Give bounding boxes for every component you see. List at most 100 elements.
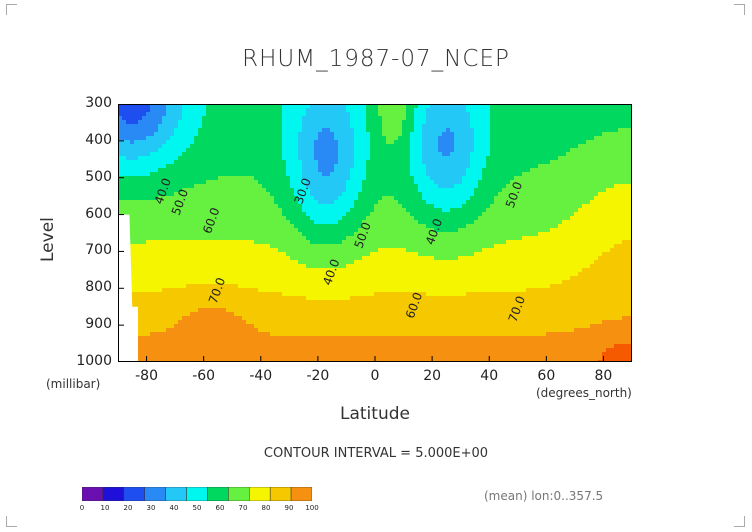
- contour-cell: [214, 148, 219, 153]
- contour-cell: [262, 244, 267, 249]
- contour-cell: [462, 232, 467, 237]
- contour-cell: [350, 124, 355, 129]
- contour-cell: [466, 244, 471, 249]
- contour-cell: [446, 152, 451, 157]
- contour-cell: [194, 256, 199, 261]
- contour-cell: [294, 228, 299, 233]
- contour-cell: [166, 232, 171, 237]
- contour-cell: [402, 228, 407, 233]
- contour-cell: [382, 180, 387, 185]
- contour-cell: [214, 164, 219, 169]
- contour-cell: [574, 172, 579, 177]
- contour-cell: [586, 172, 591, 177]
- contour-cell: [286, 152, 291, 157]
- contour-cell: [542, 160, 547, 165]
- contour-cell: [234, 164, 239, 169]
- contour-cell: [298, 140, 303, 145]
- contour-cell: [350, 228, 355, 233]
- contour-cell: [414, 164, 419, 169]
- contour-cell: [414, 256, 419, 261]
- contour-cell: [534, 108, 539, 113]
- contour-cell: [326, 172, 331, 177]
- contour-cell: [498, 244, 503, 249]
- contour-cell: [238, 212, 243, 217]
- contour-cell: [306, 104, 311, 109]
- contour-cell: [518, 108, 523, 113]
- contour-cell: [134, 200, 139, 205]
- contour-cell: [434, 196, 439, 201]
- contour-cell: [146, 168, 151, 173]
- contour-cell: [374, 252, 379, 257]
- contour-cell: [130, 160, 135, 165]
- contour-cell: [214, 116, 219, 121]
- contour-cell: [594, 176, 599, 181]
- contour-cell: [294, 208, 299, 213]
- contour-cell: [186, 216, 191, 221]
- contour-cell: [458, 152, 463, 157]
- contour-cell: [466, 172, 471, 177]
- contour-cell: [386, 256, 391, 261]
- contour-cell: [326, 228, 331, 233]
- contour-cell: [402, 108, 407, 113]
- contour-cell: [326, 140, 331, 145]
- contour-cell: [242, 136, 247, 141]
- contour-cell: [438, 148, 443, 153]
- contour-cell: [590, 184, 595, 189]
- contour-cell: [138, 244, 143, 249]
- contour-cell: [222, 144, 227, 149]
- contour-cell: [290, 152, 295, 157]
- contour-cell: [518, 164, 523, 169]
- contour-cell: [598, 248, 603, 253]
- contour-cell: [302, 116, 307, 121]
- contour-cell: [286, 244, 291, 249]
- contour-cell: [274, 140, 279, 145]
- contour-cell: [314, 144, 319, 149]
- contour-cell: [486, 212, 491, 217]
- contour-cell: [306, 140, 311, 145]
- contour-cell: [518, 208, 523, 213]
- contour-cell: [602, 132, 607, 137]
- contour-cell: [254, 188, 259, 193]
- contour-cell: [506, 220, 511, 225]
- contour-cell: [134, 240, 139, 245]
- contour-cell: [346, 108, 351, 113]
- contour-cell: [514, 160, 519, 165]
- contour-cell: [294, 204, 299, 209]
- contour-cell: [386, 208, 391, 213]
- contour-cell: [478, 204, 483, 209]
- contour-cell: [546, 112, 551, 117]
- contour-cell: [414, 168, 419, 173]
- contour-cell: [302, 188, 307, 193]
- contour-cell: [418, 204, 423, 209]
- contour-cell: [414, 148, 419, 153]
- contour-cell: [562, 252, 567, 257]
- contour-cell: [310, 256, 315, 261]
- contour-cell: [426, 104, 431, 109]
- contour-cell: [494, 140, 499, 145]
- contour-cell: [234, 120, 239, 125]
- contour-cell: [294, 132, 299, 137]
- contour-cell: [446, 252, 451, 257]
- contour-cell: [338, 192, 343, 197]
- contour-cell: [318, 172, 323, 177]
- contour-cell: [442, 196, 447, 201]
- contour-cell: [510, 152, 515, 157]
- contour-cell: [150, 156, 155, 161]
- contour-cell: [302, 144, 307, 149]
- contour-cell: [446, 228, 451, 233]
- contour-cell: [510, 200, 515, 205]
- contour-cell: [138, 180, 143, 185]
- contour-cell: [550, 124, 555, 129]
- contour-cell: [286, 232, 291, 237]
- contour-cell: [398, 128, 403, 133]
- contour-cell: [274, 180, 279, 185]
- contour-cell: [374, 228, 379, 233]
- contour-cell: [170, 252, 175, 257]
- contour-cell: [418, 128, 423, 133]
- contour-cell: [246, 172, 251, 177]
- contour-cell: [402, 216, 407, 221]
- contour-cell: [462, 204, 467, 209]
- contour-cell: [158, 148, 163, 153]
- contour-cell: [198, 168, 203, 173]
- contour-cell: [462, 256, 467, 261]
